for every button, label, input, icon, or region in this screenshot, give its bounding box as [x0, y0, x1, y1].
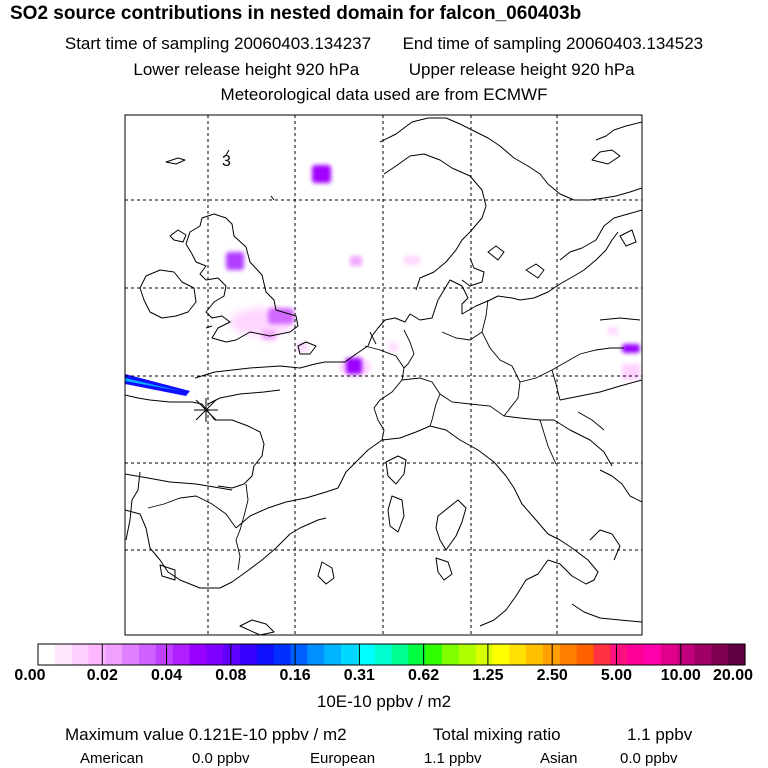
colorbar-segment [71, 644, 90, 665]
colorbar-segment [677, 644, 696, 665]
colorbar-segment [694, 644, 712, 665]
sampling-end: End time of sampling 20060403.134523 [402, 34, 704, 53]
colorbar-label: 20.00 [712, 667, 754, 684]
colorbar-label: 0.16 [279, 667, 311, 684]
colorbar-segment [442, 644, 460, 665]
coastlines [125, 117, 642, 635]
colorbar-segment [155, 644, 174, 665]
colorbar-segment [475, 644, 494, 665]
colorbar-segment [660, 644, 679, 665]
colorbar-segment [189, 644, 207, 665]
colorbar-segment [172, 644, 191, 665]
map-area: 3 [125, 115, 642, 635]
region-american-value: 0.0 ppbv [192, 750, 250, 767]
colorbar-segment [256, 644, 275, 665]
colorbar [37, 643, 746, 666]
release-line: Lower release height 920 hPa Upper relea… [0, 60, 768, 80]
colorbar-segment [408, 644, 426, 665]
colorbar-segment [38, 644, 56, 665]
colorbar-segment [223, 644, 241, 665]
colorbar-segment [357, 644, 376, 665]
colorbar-segment [627, 644, 645, 665]
release-lower: Lower release height 920 hPa [133, 60, 360, 79]
colorbar-label: 5.00 [600, 667, 633, 684]
country-borders [147, 299, 624, 571]
colorbar-label: 1.25 [472, 667, 504, 684]
region-european-value: 1.1 ppbv [424, 750, 482, 767]
colorbar-segment [391, 644, 409, 665]
colorbar-label: 0.08 [215, 667, 247, 684]
colorbar-segment [341, 644, 359, 665]
map-frame [124, 114, 643, 636]
colorbar-segment [307, 644, 325, 665]
colorbar-label: 2.50 [536, 667, 568, 684]
sampling-line: Start time of sampling 20060403.134237 E… [0, 34, 768, 54]
colorbar-segment [88, 644, 106, 665]
colorbar-segment [728, 644, 746, 665]
colorbar-segment [324, 644, 342, 665]
total-mixing-value: 1.1 ppbv [627, 725, 693, 744]
colorbar-segment [576, 644, 595, 665]
colorbar-segment [425, 644, 443, 665]
map-gridlines [125, 115, 642, 635]
colorbar-segment [458, 644, 477, 665]
colorbar-segment [509, 644, 527, 665]
met-source: Meteorological data used are from ECMWF [220, 85, 548, 104]
colorbar-segment [593, 644, 611, 665]
colorbar-frame [37, 643, 746, 666]
colorbar-segment [374, 644, 393, 665]
colorbar-segment [105, 644, 123, 665]
colorbar-segment [122, 644, 140, 665]
colorbar-segment [290, 644, 308, 665]
page-title: SO2 source contributions in nested domai… [10, 3, 582, 24]
region-asian-value: 0.0 ppbv [620, 750, 678, 767]
colorbar-segment [526, 644, 544, 665]
colorbar-segment [610, 644, 628, 665]
concentration-field [125, 165, 640, 396]
total-mixing-label: Total mixing ratio [433, 725, 561, 744]
region-american-name: American [80, 750, 144, 767]
region-asian-name: Asian [540, 750, 578, 767]
colorbar-label: 0.04 [150, 667, 183, 684]
colorbar-segment [644, 644, 662, 665]
colorbar-label: 0.62 [408, 667, 440, 684]
colorbar-segment [559, 644, 578, 665]
region-european-name: European [310, 750, 376, 767]
colorbar-label: 0.00 [14, 667, 46, 684]
colorbar-segment [240, 644, 258, 665]
grid-annotation: 3 [222, 153, 231, 170]
colorbar-label: 0.02 [86, 667, 118, 684]
colorbar-label: 10.00 [660, 667, 701, 684]
colorbar-segment [139, 644, 157, 665]
colorbar-label: 0.31 [343, 667, 375, 684]
release-point-icon [194, 398, 218, 422]
colorbar-segment [206, 644, 224, 665]
colorbar-units: 10E-10 ppbv / m2 [316, 692, 452, 711]
colorbar-segment [54, 644, 73, 665]
release-upper: Upper release height 920 hPa [408, 60, 635, 79]
colorbar-segment [273, 644, 292, 665]
colorbar-segment [711, 644, 729, 665]
colorbar-segment [492, 644, 510, 665]
sampling-start: Start time of sampling 20060403.134237 [64, 34, 372, 53]
max-value: Maximum value 0.121E-10 ppbv / m2 [65, 725, 347, 744]
